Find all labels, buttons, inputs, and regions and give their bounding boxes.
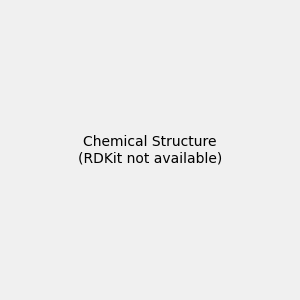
Text: Chemical Structure
(RDKit not available): Chemical Structure (RDKit not available) [78,135,222,165]
